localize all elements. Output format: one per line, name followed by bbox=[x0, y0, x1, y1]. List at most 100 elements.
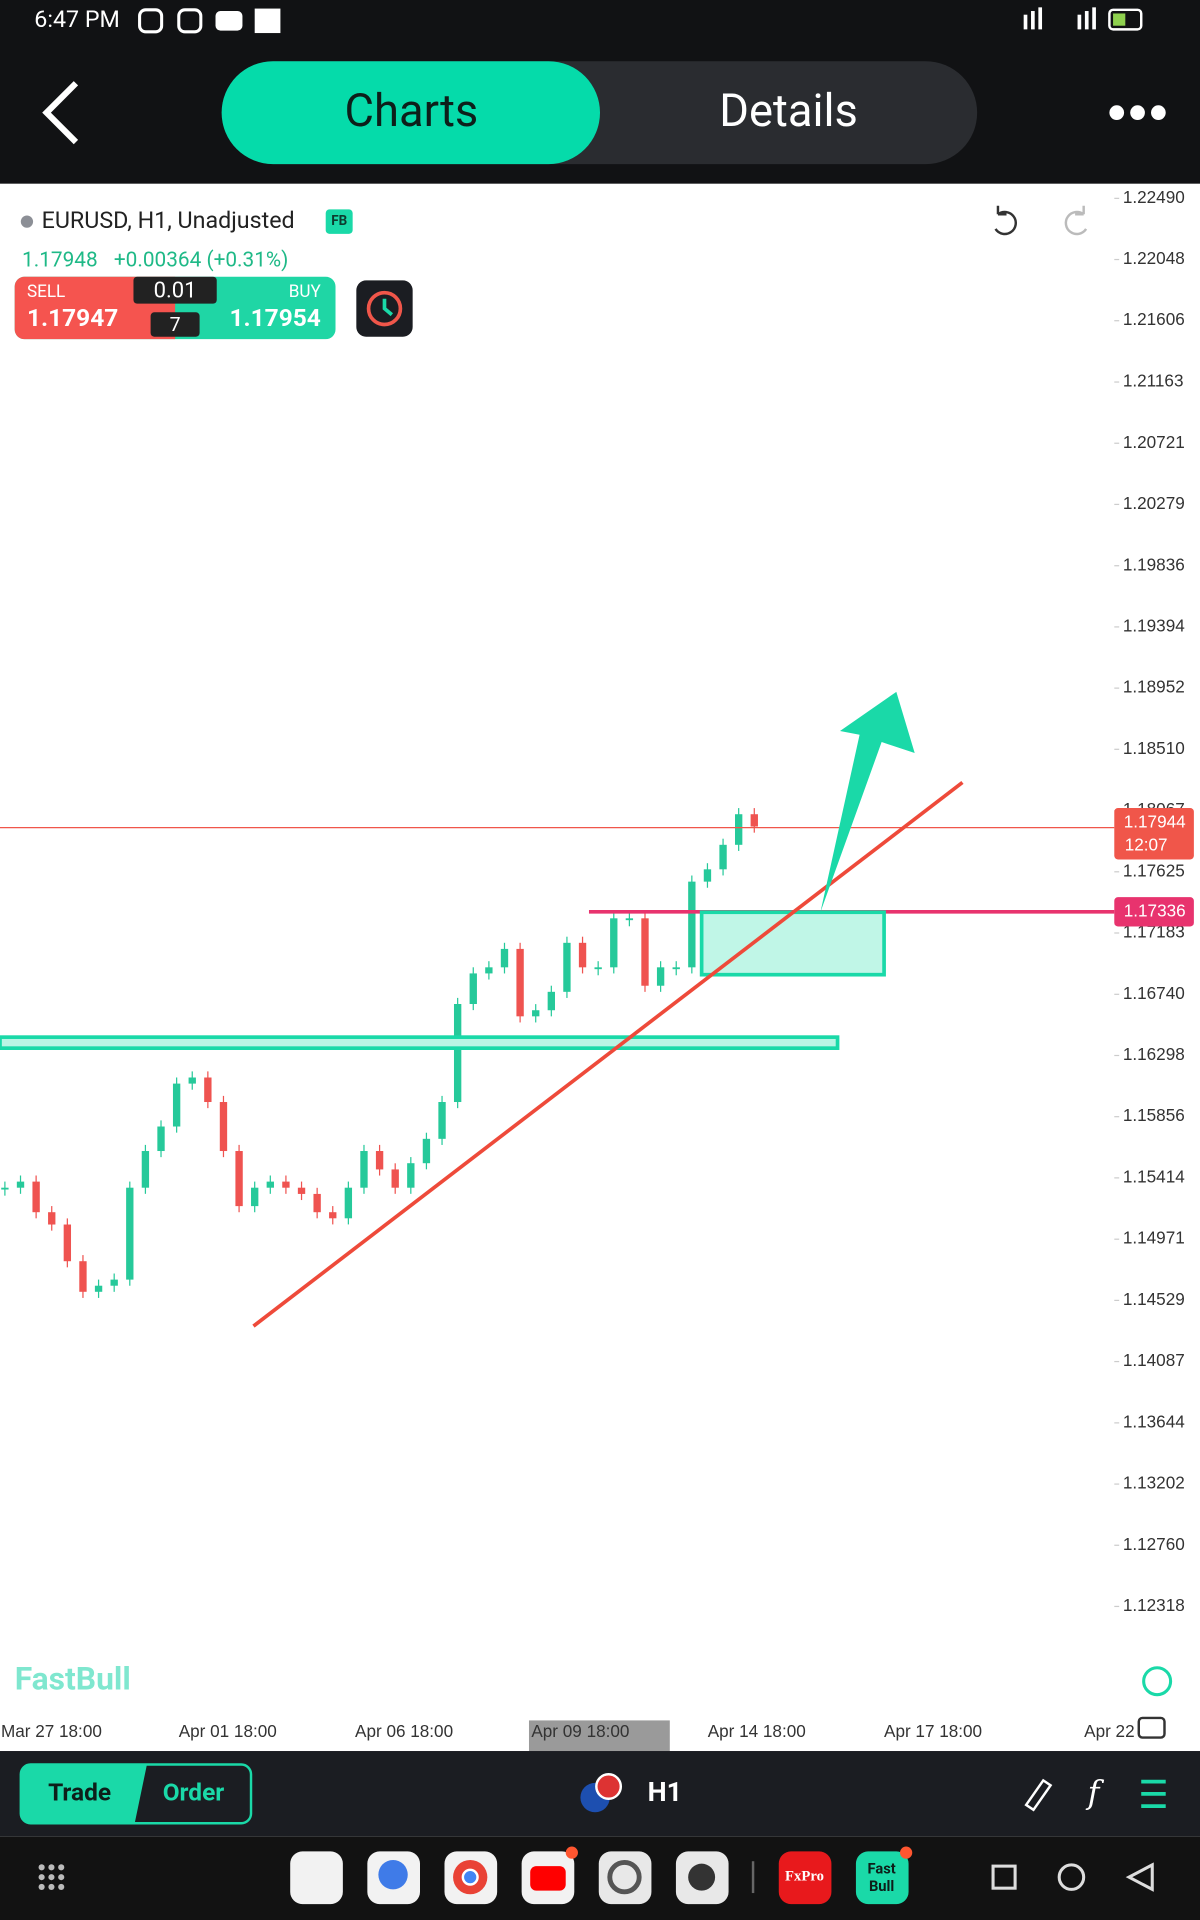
trade-active[interactable] bbox=[20, 1764, 147, 1824]
us-flag bbox=[595, 1773, 623, 1800]
back-button[interactable] bbox=[42, 81, 79, 145]
more-button[interactable] bbox=[1109, 105, 1166, 120]
candle bbox=[110, 1279, 118, 1286]
demand-zone[interactable] bbox=[699, 910, 886, 977]
candle bbox=[594, 967, 602, 970]
clock-icon bbox=[366, 290, 403, 327]
tab-details[interactable]: Details bbox=[719, 85, 858, 138]
candle bbox=[141, 1151, 150, 1188]
price-badge-timer: 12:07 bbox=[1125, 835, 1168, 855]
candle bbox=[172, 1083, 181, 1127]
y-tick-label: 1.21163 bbox=[1123, 371, 1184, 391]
redo[interactable] bbox=[1064, 205, 1088, 236]
candle bbox=[750, 814, 758, 827]
layout-icon[interactable] bbox=[1137, 1716, 1166, 1739]
x-tick-label: Apr 09 18:00 bbox=[531, 1721, 629, 1741]
crosshair-time bbox=[528, 1720, 670, 1752]
candle bbox=[360, 1151, 368, 1188]
x-tick-label: Apr 17 18:00 bbox=[884, 1721, 982, 1741]
candle bbox=[407, 1163, 415, 1188]
price-badge bbox=[1114, 897, 1194, 927]
timeframe[interactable]: H1 bbox=[648, 1776, 682, 1808]
app-grid[interactable] bbox=[38, 1864, 65, 1890]
status-time: 6:47 PM bbox=[34, 5, 120, 33]
instrument-name: EURUSD, H1, Unadjusted bbox=[42, 206, 295, 234]
y-tick-label: 1.14971 bbox=[1123, 1228, 1185, 1248]
y-tick-label: 1.15856 bbox=[1123, 1105, 1185, 1125]
x-tick-label: Apr 14 18:00 bbox=[708, 1721, 806, 1741]
y-tick-label: 1.14087 bbox=[1123, 1350, 1185, 1370]
candle bbox=[563, 942, 571, 992]
order-tab[interactable]: Order bbox=[163, 1777, 225, 1806]
candle bbox=[204, 1077, 212, 1103]
candle bbox=[235, 1151, 243, 1207]
tab-active[interactable] bbox=[221, 61, 600, 165]
lot-box[interactable] bbox=[133, 276, 217, 304]
app-fxpro[interactable] bbox=[778, 1851, 832, 1905]
candle bbox=[266, 1181, 274, 1188]
candle bbox=[656, 967, 665, 986]
candle bbox=[63, 1224, 72, 1262]
reset-icon[interactable] bbox=[1142, 1666, 1173, 1697]
app-fastbull[interactable] bbox=[855, 1851, 909, 1905]
undo[interactable] bbox=[994, 205, 1017, 236]
candle bbox=[453, 1004, 462, 1103]
fxpro-label: FxPro bbox=[785, 1869, 824, 1885]
candle bbox=[16, 1181, 25, 1188]
candle bbox=[32, 1181, 40, 1213]
candle bbox=[157, 1126, 165, 1152]
candle bbox=[719, 844, 727, 870]
candle bbox=[422, 1138, 431, 1164]
nav-home[interactable] bbox=[1057, 1863, 1086, 1891]
trend-line[interactable] bbox=[252, 780, 964, 1328]
candle bbox=[329, 1212, 337, 1219]
y-tick-label: 1.17625 bbox=[1123, 860, 1185, 880]
support-zone[interactable] bbox=[0, 1035, 840, 1050]
y-tick-label: 1.12760 bbox=[1123, 1534, 1185, 1554]
draw-tool[interactable] bbox=[1024, 1778, 1053, 1812]
y-tick-label: 1.19394 bbox=[1123, 615, 1185, 635]
candle bbox=[532, 1010, 540, 1017]
clock-hand bbox=[382, 298, 394, 317]
chart: 1.22490 1.22048 1.21606 1.21163 1.20721 1.202… bbox=[0, 187, 1185, 1615]
trade-tab[interactable]: Trade bbox=[48, 1777, 111, 1806]
price-change: +0.00364 (+0.31%) bbox=[114, 248, 289, 272]
y-tick-label: 1.12318 bbox=[1123, 1595, 1185, 1615]
candle bbox=[485, 967, 493, 974]
candle bbox=[94, 1285, 103, 1292]
candle bbox=[297, 1187, 306, 1194]
candle bbox=[219, 1102, 228, 1152]
x-tick-label: Apr 06 18:00 bbox=[355, 1721, 453, 1741]
buy-label: BUY bbox=[289, 282, 322, 302]
price-badge-label: 1.17336 bbox=[1124, 900, 1186, 920]
candle bbox=[672, 967, 680, 970]
badge bbox=[325, 209, 353, 234]
candle bbox=[313, 1193, 321, 1213]
app-settings[interactable] bbox=[598, 1851, 652, 1905]
fastbull-label-2: Bull bbox=[869, 1877, 894, 1895]
nav-recent[interactable] bbox=[991, 1864, 1017, 1890]
app-phone[interactable] bbox=[290, 1851, 343, 1905]
x-tick-label: Mar 27 18:00 bbox=[1, 1721, 102, 1741]
arrow[interactable] bbox=[820, 691, 915, 913]
menu[interactable] bbox=[1141, 1779, 1166, 1808]
nav-back[interactable] bbox=[1125, 1862, 1154, 1892]
y-tick-label: 1.22490 bbox=[1123, 187, 1185, 207]
dock: FxPro Fast Bull bbox=[290, 1846, 913, 1905]
candle bbox=[438, 1102, 446, 1139]
candle bbox=[735, 814, 743, 845]
watermark: FastBull bbox=[15, 1660, 131, 1698]
tab-charts[interactable]: Charts bbox=[345, 85, 479, 138]
candle bbox=[1, 1187, 9, 1190]
candle bbox=[625, 918, 634, 921]
sell-price: 1.17947 bbox=[27, 303, 118, 332]
candle bbox=[610, 918, 618, 968]
candle bbox=[641, 918, 649, 986]
y-tick-label: 1.20721 bbox=[1123, 432, 1185, 452]
candle bbox=[344, 1187, 353, 1219]
price-badge bbox=[1114, 808, 1194, 860]
price-badges: 1.17944 12:07 1.17336 bbox=[1114, 808, 1194, 927]
spread: 7 bbox=[170, 313, 181, 336]
candle bbox=[188, 1077, 196, 1084]
